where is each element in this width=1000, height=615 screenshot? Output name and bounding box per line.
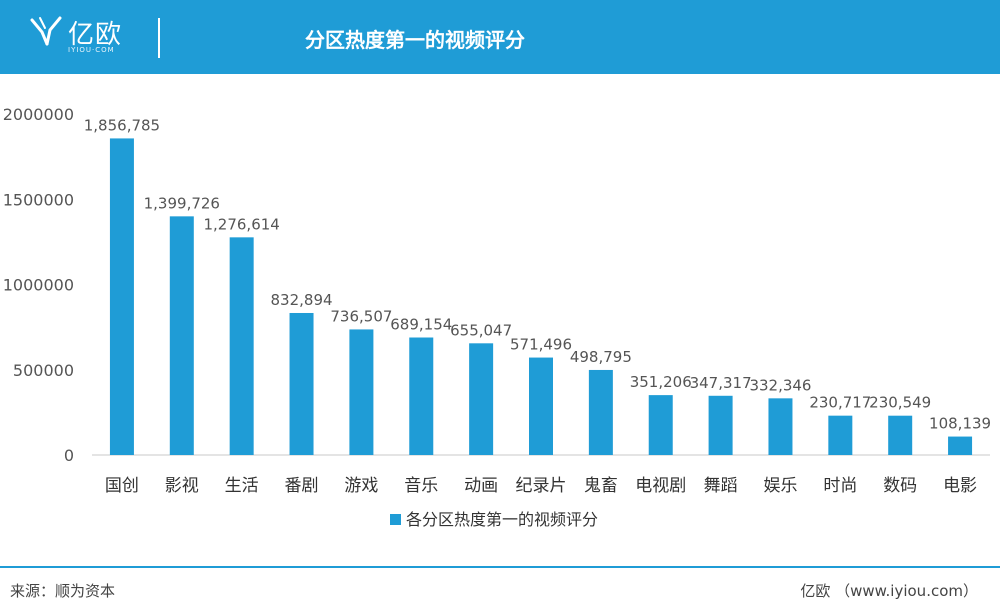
x-tick-label: 游戏 xyxy=(344,476,378,496)
header-divider xyxy=(158,18,160,58)
footer-divider xyxy=(0,566,1000,568)
bar-11 xyxy=(708,395,733,455)
bar-2 xyxy=(169,216,194,455)
data-label: 736,507 xyxy=(330,307,392,325)
y-tick-label: 1500000 xyxy=(3,190,74,209)
y-tick-label: 2000000 xyxy=(3,105,74,124)
x-tick-label: 数码 xyxy=(883,476,917,496)
bar-1 xyxy=(109,138,134,455)
credit-note: 亿欧 （www.iyiou.com） xyxy=(800,582,978,600)
bar-3 xyxy=(229,237,254,455)
legend-swatch xyxy=(390,514,401,525)
x-tick-label: 纪录片 xyxy=(516,476,567,496)
data-label: 230,717 xyxy=(809,394,871,412)
x-tick-label: 舞蹈 xyxy=(704,476,738,496)
x-tick-label: 时尚 xyxy=(823,476,857,496)
bar-4 xyxy=(289,312,314,455)
data-label: 230,549 xyxy=(869,394,931,412)
x-tick-label: 国创 xyxy=(105,476,139,496)
bar-chart: 0 500000 1000000 1500000 2000000 1,856,785 国创 1… xyxy=(3,105,991,529)
data-label: 689,154 xyxy=(390,315,452,333)
data-label: 351,206 xyxy=(630,373,692,391)
bar-5 xyxy=(349,329,374,455)
x-tick-label: 电视剧 xyxy=(635,476,686,496)
data-label: 1,276,614 xyxy=(203,215,279,233)
bar-12 xyxy=(768,398,793,455)
x-tick-label: 动画 xyxy=(464,476,498,496)
data-label: 332,346 xyxy=(749,376,811,394)
logo: 亿欧 IYIOU·COM xyxy=(30,10,150,60)
bar-13 xyxy=(828,415,853,455)
x-tick-label: 音乐 xyxy=(404,476,438,496)
data-label: 108,139 xyxy=(929,415,991,433)
header-bar: 亿欧 IYIOU·COM 分区热度第一的视频评分 xyxy=(0,0,1000,74)
y-tick-label: 0 xyxy=(64,446,74,465)
data-label: 655,047 xyxy=(450,321,512,339)
bar-6 xyxy=(409,337,434,455)
x-tick-label: 番剧 xyxy=(285,476,319,496)
data-label: 498,795 xyxy=(570,348,632,366)
logo-icon xyxy=(30,16,62,46)
source-note: 来源：顺为资本 xyxy=(10,582,116,600)
y-tick-label: 1000000 xyxy=(3,276,74,295)
data-label: 347,317 xyxy=(690,374,752,392)
x-tick-label: 娱乐 xyxy=(763,476,797,496)
bar-9 xyxy=(588,369,613,455)
logo-text: 亿欧 xyxy=(68,20,123,50)
x-tick-label: 生活 xyxy=(225,476,259,496)
data-label: 1,399,726 xyxy=(144,194,220,212)
legend-label: 各分区热度第一的视频评分 xyxy=(406,510,598,529)
x-tick-label: 影视 xyxy=(165,476,199,496)
bar-7 xyxy=(469,343,494,455)
data-label: 571,496 xyxy=(510,336,572,354)
x-tick-label: 鬼畜 xyxy=(584,476,618,496)
x-tick-label: 电影 xyxy=(943,476,977,496)
data-label: 832,894 xyxy=(271,291,333,309)
bar-10 xyxy=(648,395,673,455)
y-tick-label: 500000 xyxy=(13,361,74,380)
logo-subtext: IYIOU·COM xyxy=(68,46,115,54)
data-label: 1,856,785 xyxy=(84,116,160,134)
bar-15 xyxy=(948,436,973,455)
page-title: 分区热度第一的视频评分 xyxy=(305,28,525,52)
bar-14 xyxy=(888,415,913,455)
bar-8 xyxy=(529,357,553,455)
